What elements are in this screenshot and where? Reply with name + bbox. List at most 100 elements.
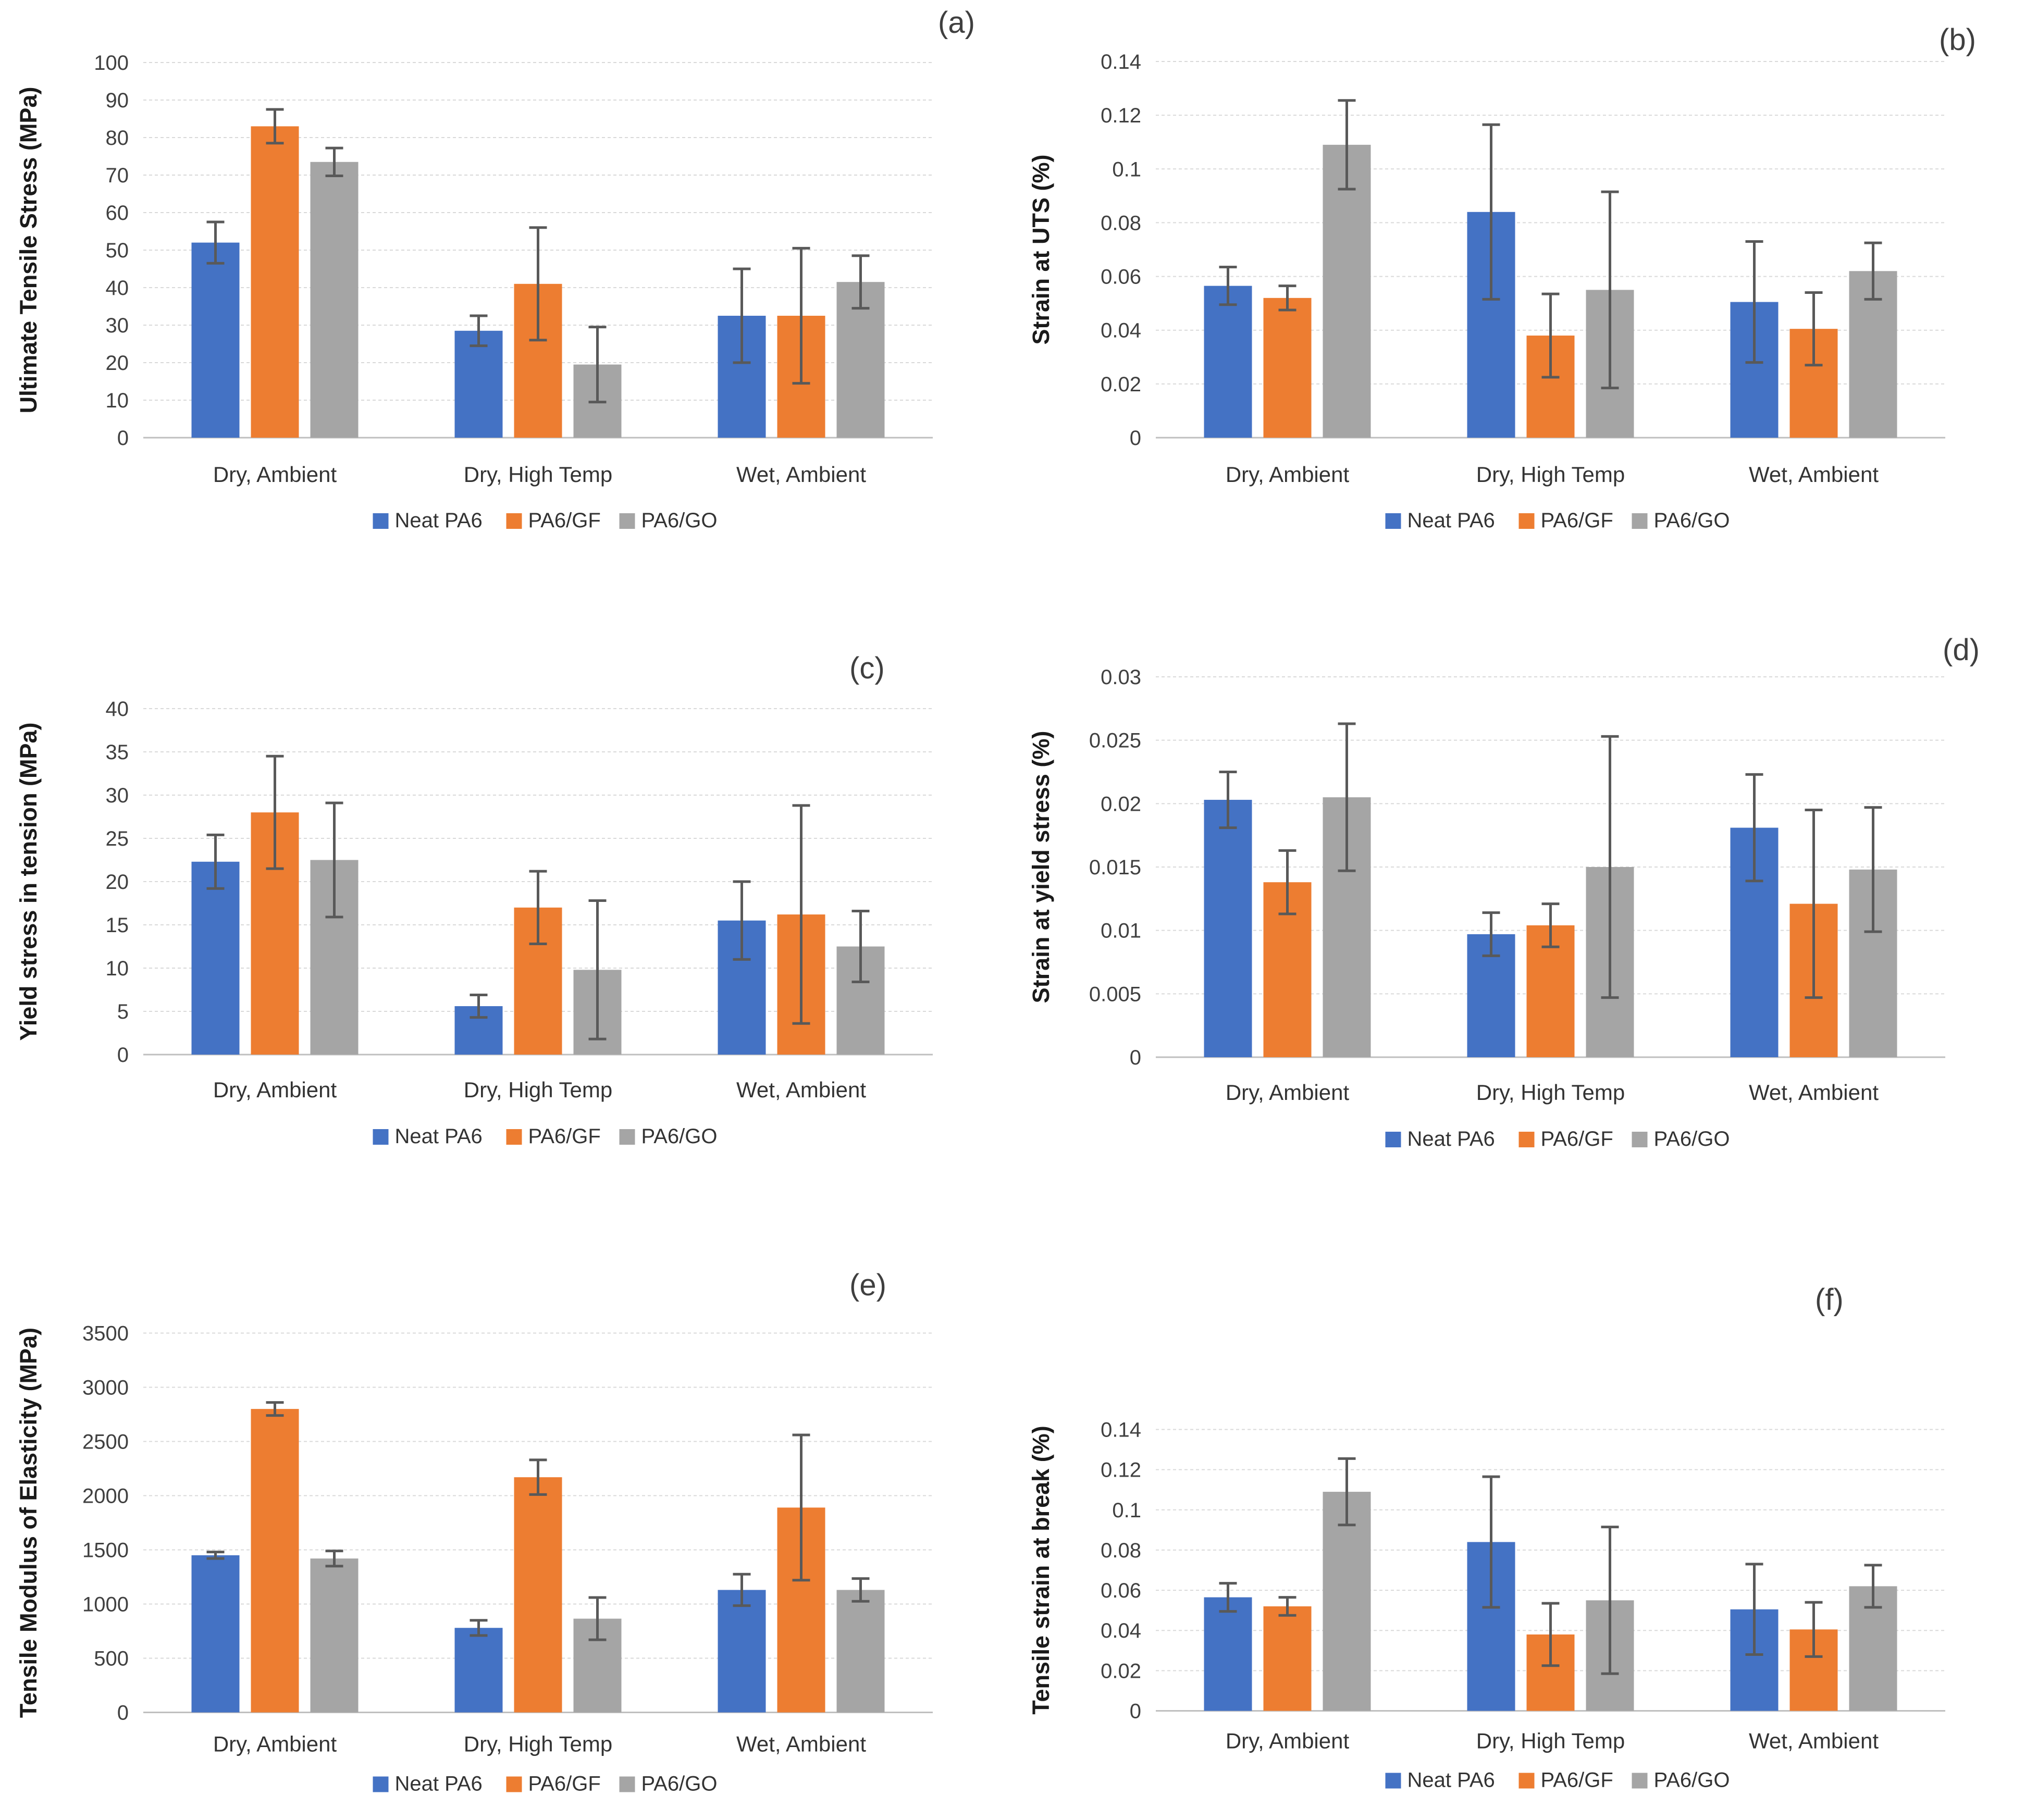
bar-neat-pa6 (454, 330, 503, 438)
bar-neat-pa6 (191, 861, 240, 1055)
legend-label: Neat PA6 (1407, 509, 1495, 532)
x-category-label: Wet, Ambient (1749, 1080, 1879, 1105)
x-category-label: Dry, High Temp (464, 462, 613, 487)
legend-marker (1632, 513, 1648, 529)
chart-panel-c: (c) 0 5 10 15 20 25 30 35 40 Dry, Ambient Dry, Hig… (0, 606, 1012, 1213)
x-category-label: Wet, Ambient (736, 462, 866, 487)
y-tick-label: 0 (1130, 1046, 1141, 1069)
panel-label-e: (e) (849, 1268, 886, 1302)
x-category-label: Dry, Ambient (213, 462, 337, 487)
y-tick-label: 500 (94, 1648, 129, 1670)
legend-marker (1632, 1773, 1648, 1789)
legend-label: PA6/GF (1541, 509, 1613, 532)
panel-label-d: (d) (1943, 633, 1980, 667)
chart-panel-b: (b) 0 0.02 0.04 0.06 0.08 0.1 0.12 0.14 Dry, Amb… (1012, 0, 2025, 606)
legend-label: Neat PA6 (1407, 1769, 1495, 1792)
legend-label: PA6/GO (641, 509, 718, 532)
legend-label: PA6/GF (1541, 1769, 1613, 1792)
y-tick-label: 15 (106, 914, 129, 937)
bar-pa6-gf (514, 1477, 562, 1713)
legend-marker (1518, 1773, 1535, 1789)
y-tick-label: 30 (106, 314, 129, 337)
y-tick-label: 0.015 (1089, 856, 1141, 879)
bar-pa6-go (310, 1558, 359, 1713)
y-axis-title: Tensile Modulus of Elasticity (MPa) (15, 1328, 42, 1718)
x-category-label: Wet, Ambient (1749, 462, 1879, 487)
legend-marker (619, 1776, 635, 1792)
y-tick-label: 5 (117, 1000, 129, 1023)
bar-pa6-gf (251, 1409, 299, 1713)
x-category-label: Dry, High Temp (1476, 1080, 1625, 1105)
legend-marker (506, 1129, 522, 1145)
y-tick-label: 0.12 (1101, 1459, 1141, 1482)
y-tick-label: 0.005 (1089, 983, 1141, 1006)
y-tick-label: 35 (106, 741, 129, 764)
legend-label: Neat PA6 (395, 1773, 483, 1796)
y-tick-label: 0.1 (1112, 1499, 1141, 1522)
y-axis-title: Strain at yield stress (%) (1028, 731, 1054, 1004)
panel-label-f: (f) (1815, 1283, 1844, 1317)
legend-label: PA6/GF (528, 1125, 601, 1148)
y-tick-label: 0.025 (1089, 729, 1141, 752)
legend-marker (1518, 1132, 1535, 1147)
x-category-label: Dry, Ambient (1226, 462, 1350, 487)
legend-marker (619, 513, 635, 529)
bar-pa6-gf (1263, 298, 1312, 438)
y-axis-title: Yield stress in tension (MPa) (15, 723, 42, 1041)
y-tick-label: 20 (106, 352, 129, 375)
x-category-label: Wet, Ambient (736, 1078, 866, 1102)
legend-marker (1518, 513, 1535, 529)
legend-marker (373, 513, 389, 529)
legend-label: PA6/GO (641, 1125, 718, 1148)
x-category-label: Dry, Ambient (1226, 1729, 1350, 1753)
panel-label-c: (c) (849, 651, 885, 685)
y-tick-label: 0.02 (1101, 793, 1141, 815)
y-axis-title: Tensile strain at break (%) (1028, 1426, 1054, 1714)
bar-neat-pa6 (454, 1628, 503, 1713)
y-tick-label: 25 (106, 827, 129, 850)
x-category-label: Dry, Ambient (213, 1732, 337, 1756)
legend-label: PA6/GO (641, 1773, 718, 1796)
y-tick-label: 0 (117, 427, 129, 450)
legend-label: PA6/GF (528, 1773, 601, 1796)
y-tick-label: 0.06 (1101, 1579, 1141, 1602)
bar-pa6-go (1323, 144, 1371, 438)
bar-chart-c: 0 5 10 15 20 25 30 35 40 Dry, Ambient Dry, High Te… (15, 698, 933, 1148)
legend-marker (506, 513, 522, 529)
legend-label: PA6/GO (1654, 509, 1730, 532)
x-category-label: Dry, High Temp (464, 1732, 613, 1756)
bar-chart-a: 0 10 20 30 40 50 60 70 80 90 100 Dry, Ambient Dry, H… (15, 52, 933, 532)
chart-panel-d: (d) 0 0.005 0.01 0.015 0.02 0.025 0.03 Dry, Amb… (1012, 606, 2025, 1213)
y-tick-label: 30 (106, 784, 129, 807)
x-category-label: Dry, High Temp (464, 1078, 613, 1102)
bar-chart-f: 0 0.02 0.04 0.06 0.08 0.1 0.12 0.14 Dry, Ambient… (1028, 1419, 1945, 1792)
x-category-label: Wet, Ambient (736, 1732, 866, 1756)
x-category-label: Dry, High Temp (1476, 462, 1625, 487)
bar-pa6-gf (251, 126, 299, 438)
y-tick-label: 3500 (82, 1322, 129, 1345)
y-tick-label: 40 (106, 277, 129, 300)
legend-marker (506, 1776, 522, 1792)
y-tick-label: 1000 (82, 1593, 129, 1616)
y-tick-label: 0 (1130, 427, 1141, 450)
legend-label: PA6/GO (1654, 1769, 1730, 1792)
y-tick-label: 0.14 (1101, 51, 1141, 73)
legend-marker (1385, 513, 1401, 529)
bar-chart-e: 0 500 1000 1500 2000 2500 3000 3500 Dry, Ambient… (15, 1322, 933, 1796)
chart-panel-a: (a) 0 10 20 30 40 50 60 70 80 90 100 Dry, Ambient Dr… (0, 0, 1012, 606)
bar-chart-b: 0 0.02 0.04 0.06 0.08 0.1 0.12 0.14 Dry, Ambient… (1028, 51, 1945, 532)
y-tick-label: 0.12 (1101, 104, 1141, 127)
legend-label: PA6/GO (1654, 1128, 1730, 1150)
x-category-label: Dry, Ambient (213, 1078, 337, 1102)
bar-pa6-go (1323, 1492, 1371, 1711)
bar-pa6-gf (1263, 1606, 1312, 1711)
bar-neat-pa6 (1204, 286, 1252, 438)
bar-neat-pa6 (1204, 1597, 1252, 1711)
x-category-label: Dry, Ambient (1226, 1080, 1350, 1105)
y-tick-label: 50 (106, 239, 129, 262)
chart-panel-f: (f) 0 0.02 0.04 0.06 0.08 0.1 0.12 0.14 Dry, Amb… (1012, 1213, 2025, 1820)
legend-marker (373, 1776, 389, 1792)
legend-marker (1385, 1773, 1401, 1789)
panel-label-a: (a) (938, 6, 975, 40)
y-tick-label: 0.02 (1101, 373, 1141, 396)
